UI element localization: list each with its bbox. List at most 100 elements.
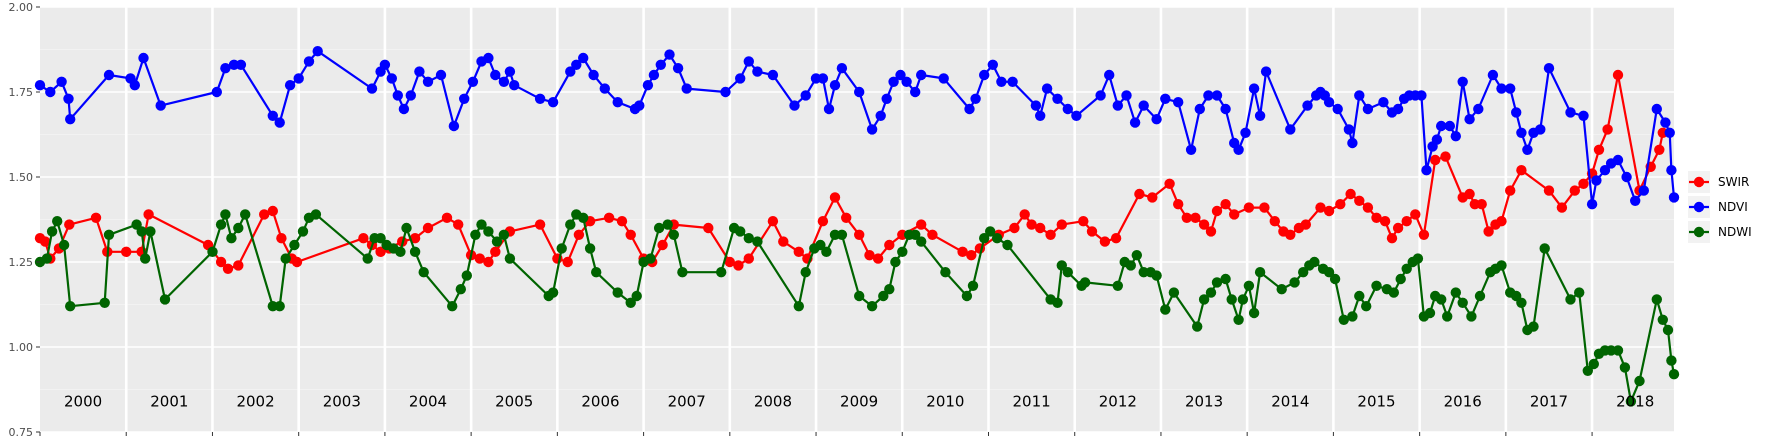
ndvi-point [854, 86, 865, 98]
swir-point [864, 250, 875, 261]
year-label: 2003 [323, 393, 361, 411]
series-ndwi [34, 209, 1680, 407]
ndwi-point [1237, 294, 1249, 305]
ndvi-point [1347, 137, 1358, 149]
ndwi-point [897, 246, 908, 257]
swir-point [267, 205, 278, 217]
swir-point [1045, 229, 1056, 240]
ndvi-point [1052, 93, 1063, 105]
swir-point [1190, 212, 1201, 223]
ndvi-point [1599, 165, 1611, 176]
ndvi-point [103, 69, 115, 81]
ndwi-point [878, 290, 889, 302]
ndwi-point [1079, 277, 1091, 288]
ndvi-point [274, 117, 285, 128]
ndvi-point [901, 76, 912, 88]
ndwi-point [1539, 243, 1550, 254]
year-label: 2007 [668, 393, 706, 411]
ndwi-point [1243, 280, 1255, 291]
ndwi-point [979, 233, 990, 244]
x-axis [39, 432, 1593, 436]
swir-point [1173, 199, 1184, 210]
ndwi-point [418, 267, 429, 278]
ndvi-point [1668, 192, 1680, 203]
year-label: 2016 [1444, 393, 1482, 411]
ndvi-point [366, 83, 378, 94]
ndvi-point [866, 124, 878, 135]
swir-point [1086, 226, 1098, 237]
swir-point [966, 250, 977, 261]
swir-point [733, 260, 744, 271]
swir-point [854, 229, 865, 240]
ndwi-point [215, 219, 227, 230]
ndvi-point [1041, 83, 1053, 94]
swir-point [1440, 151, 1451, 162]
year-label: 2008 [754, 393, 792, 411]
ndwi-point [1371, 280, 1382, 291]
ndvi-point [1233, 144, 1244, 155]
ndwi-point [46, 226, 58, 237]
ndvi-point [1487, 69, 1499, 81]
ndvi-point [267, 110, 278, 122]
ndvi-point [56, 76, 67, 88]
ndwi-point [401, 222, 412, 234]
swir-point [1259, 202, 1270, 213]
ndwi-point [52, 216, 63, 227]
ndvi-point [63, 93, 74, 105]
ndvi-point [916, 69, 927, 81]
ndwi-point [1619, 362, 1631, 373]
swir-point [1516, 165, 1527, 176]
ndwi-point [1401, 263, 1412, 274]
ndvi-point [1160, 93, 1171, 105]
ndvi-point [435, 69, 447, 81]
ndvi-point [1173, 97, 1184, 108]
swir-point [743, 253, 754, 264]
ndvi-point [1416, 90, 1427, 101]
ndwi-point [653, 222, 665, 234]
ndvi-point [138, 52, 149, 64]
swir-point [657, 239, 668, 251]
ndwi-point [159, 294, 171, 305]
ndwi-point [591, 267, 602, 278]
series-layer [34, 46, 1680, 407]
ndwi-point [821, 246, 832, 257]
ndvi-point [1621, 171, 1632, 183]
ndvi-point [1535, 124, 1546, 135]
swir-point [1401, 216, 1412, 227]
ndvi-point [235, 59, 247, 70]
year-label: 2018 [1616, 393, 1654, 411]
legend-label: SWIR [1718, 175, 1749, 189]
ndwi-point [1361, 301, 1372, 312]
ndvi-point [979, 69, 990, 81]
ndvi-point [1651, 103, 1663, 115]
ndvi-point [1007, 76, 1018, 88]
year-label: 2006 [581, 393, 619, 411]
ndvi-point [836, 62, 848, 74]
ndvi-point [547, 97, 559, 108]
swir-point [215, 256, 227, 268]
legend-label: NDWI [1718, 225, 1752, 239]
ndvi-point [1421, 165, 1432, 176]
ndwi-point [916, 236, 927, 247]
swir-point [1354, 195, 1365, 206]
ndvi-point [1129, 117, 1141, 128]
ndvi-point [1362, 103, 1374, 115]
ndwi-point [716, 267, 727, 278]
ndwi-point [498, 229, 510, 240]
ndvi-point [672, 62, 684, 74]
ndwi-point [1634, 375, 1645, 387]
ndwi-point [910, 229, 921, 240]
ndwi-point [140, 253, 151, 264]
ndvi-point [414, 66, 425, 77]
swir-point [1110, 233, 1122, 244]
ndvi-point [1378, 97, 1389, 108]
ndvi-point [1248, 83, 1260, 94]
swir-point [829, 192, 841, 203]
ndwi-point [476, 219, 487, 230]
ndvi-point [448, 120, 460, 132]
ndvi-point [1285, 124, 1296, 135]
year-label: 2010 [926, 393, 964, 411]
ndvi-point [642, 80, 654, 91]
legend: SWIR NDVI NDWI [1688, 171, 1752, 243]
swir-point [724, 256, 735, 268]
